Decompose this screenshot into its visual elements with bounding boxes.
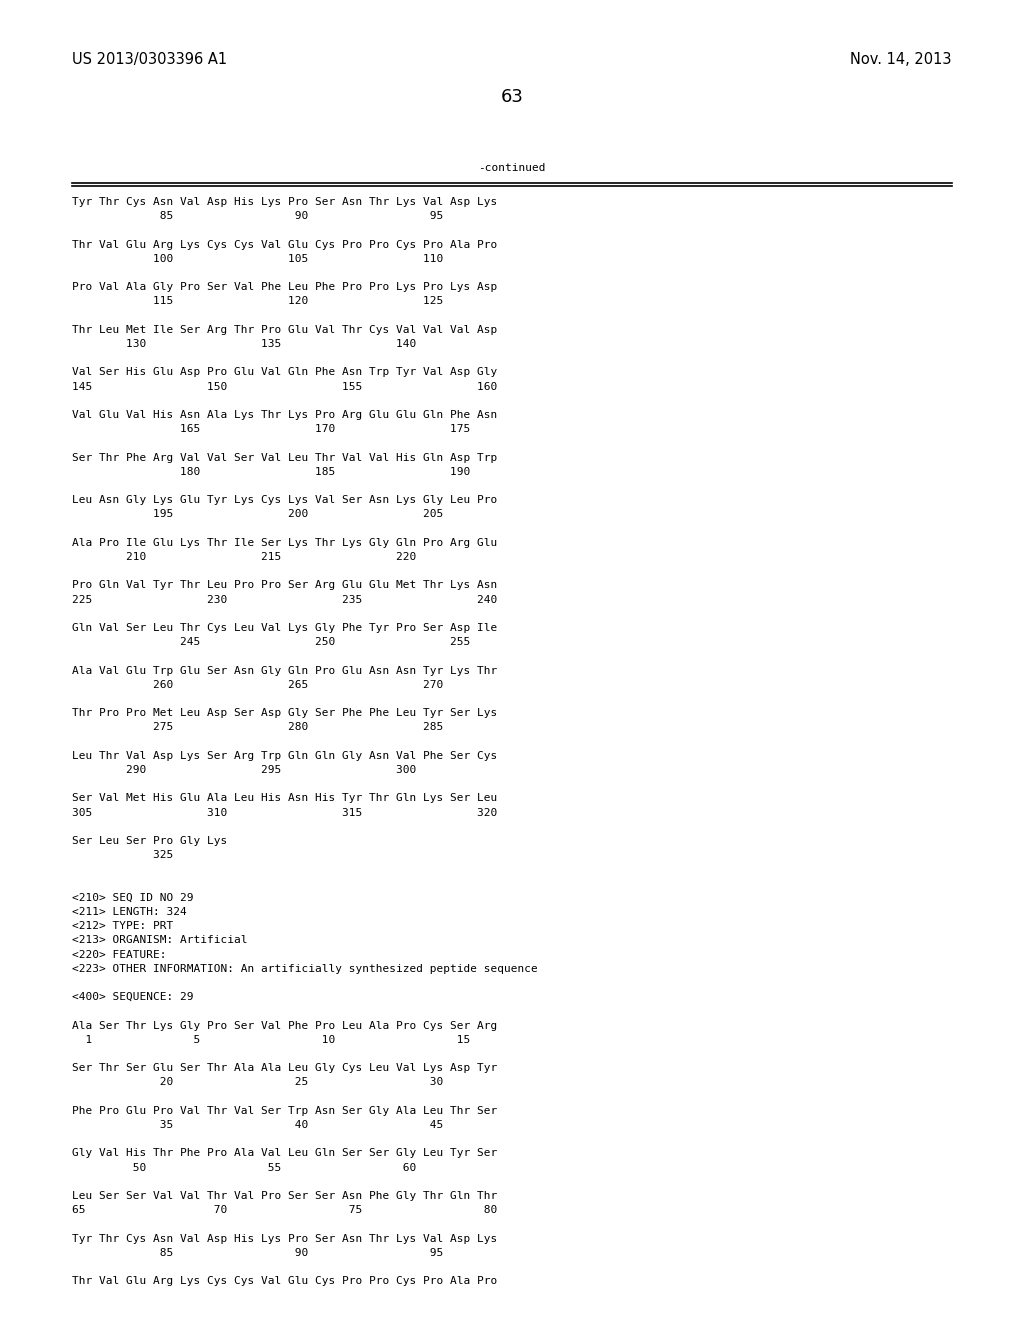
Text: -continued: -continued — [478, 162, 546, 173]
Text: <213> ORGANISM: Artificial: <213> ORGANISM: Artificial — [72, 936, 248, 945]
Text: Ser Leu Ser Pro Gly Lys: Ser Leu Ser Pro Gly Lys — [72, 836, 227, 846]
Text: <223> OTHER INFORMATION: An artificially synthesized peptide sequence: <223> OTHER INFORMATION: An artificially… — [72, 964, 538, 974]
Text: 245                 250                 255: 245 250 255 — [72, 638, 470, 647]
Text: Gly Val His Thr Phe Pro Ala Val Leu Gln Ser Ser Gly Leu Tyr Ser: Gly Val His Thr Phe Pro Ala Val Leu Gln … — [72, 1148, 498, 1159]
Text: 1               5                  10                  15: 1 5 10 15 — [72, 1035, 470, 1045]
Text: 130                 135                 140: 130 135 140 — [72, 339, 416, 348]
Text: Ala Val Glu Trp Glu Ser Asn Gly Gln Pro Glu Asn Asn Tyr Lys Thr: Ala Val Glu Trp Glu Ser Asn Gly Gln Pro … — [72, 665, 498, 676]
Text: 65                   70                  75                  80: 65 70 75 80 — [72, 1205, 498, 1216]
Text: 85                  90                  95: 85 90 95 — [72, 211, 443, 222]
Text: Val Glu Val His Asn Ala Lys Thr Lys Pro Arg Glu Glu Gln Phe Asn: Val Glu Val His Asn Ala Lys Thr Lys Pro … — [72, 411, 498, 420]
Text: Pro Val Ala Gly Pro Ser Val Phe Leu Phe Pro Pro Lys Pro Lys Asp: Pro Val Ala Gly Pro Ser Val Phe Leu Phe … — [72, 282, 498, 292]
Text: Pro Gln Val Tyr Thr Leu Pro Pro Ser Arg Glu Glu Met Thr Lys Asn: Pro Gln Val Tyr Thr Leu Pro Pro Ser Arg … — [72, 581, 498, 590]
Text: 35                  40                  45: 35 40 45 — [72, 1119, 443, 1130]
Text: <400> SEQUENCE: 29: <400> SEQUENCE: 29 — [72, 993, 194, 1002]
Text: Phe Pro Glu Pro Val Thr Val Ser Trp Asn Ser Gly Ala Leu Thr Ser: Phe Pro Glu Pro Val Thr Val Ser Trp Asn … — [72, 1106, 498, 1115]
Text: 225                 230                 235                 240: 225 230 235 240 — [72, 594, 498, 605]
Text: <212> TYPE: PRT: <212> TYPE: PRT — [72, 921, 173, 931]
Text: Tyr Thr Cys Asn Val Asp His Lys Pro Ser Asn Thr Lys Val Asp Lys: Tyr Thr Cys Asn Val Asp His Lys Pro Ser … — [72, 197, 498, 207]
Text: Nov. 14, 2013: Nov. 14, 2013 — [851, 51, 952, 67]
Text: <210> SEQ ID NO 29: <210> SEQ ID NO 29 — [72, 892, 194, 903]
Text: Leu Ser Ser Val Val Thr Val Pro Ser Ser Asn Phe Gly Thr Gln Thr: Leu Ser Ser Val Val Thr Val Pro Ser Ser … — [72, 1191, 498, 1201]
Text: 260                 265                 270: 260 265 270 — [72, 680, 443, 690]
Text: 275                 280                 285: 275 280 285 — [72, 722, 443, 733]
Text: 210                 215                 220: 210 215 220 — [72, 552, 416, 562]
Text: Ser Val Met His Glu Ala Leu His Asn His Tyr Thr Gln Lys Ser Leu: Ser Val Met His Glu Ala Leu His Asn His … — [72, 793, 498, 804]
Text: Ala Pro Ile Glu Lys Thr Ile Ser Lys Thr Lys Gly Gln Pro Arg Glu: Ala Pro Ile Glu Lys Thr Ile Ser Lys Thr … — [72, 537, 498, 548]
Text: Gln Val Ser Leu Thr Cys Leu Val Lys Gly Phe Tyr Pro Ser Asp Ile: Gln Val Ser Leu Thr Cys Leu Val Lys Gly … — [72, 623, 498, 634]
Text: <211> LENGTH: 324: <211> LENGTH: 324 — [72, 907, 186, 917]
Text: 115                 120                 125: 115 120 125 — [72, 297, 443, 306]
Text: 180                 185                 190: 180 185 190 — [72, 467, 470, 477]
Text: 100                 105                 110: 100 105 110 — [72, 253, 443, 264]
Text: 85                  90                  95: 85 90 95 — [72, 1247, 443, 1258]
Text: Val Ser His Glu Asp Pro Glu Val Gln Phe Asn Trp Tyr Val Asp Gly: Val Ser His Glu Asp Pro Glu Val Gln Phe … — [72, 367, 498, 378]
Text: Leu Asn Gly Lys Glu Tyr Lys Cys Lys Val Ser Asn Lys Gly Leu Pro: Leu Asn Gly Lys Glu Tyr Lys Cys Lys Val … — [72, 495, 498, 506]
Text: US 2013/0303396 A1: US 2013/0303396 A1 — [72, 51, 227, 67]
Text: Leu Thr Val Asp Lys Ser Arg Trp Gln Gln Gly Asn Val Phe Ser Cys: Leu Thr Val Asp Lys Ser Arg Trp Gln Gln … — [72, 751, 498, 760]
Text: 195                 200                 205: 195 200 205 — [72, 510, 443, 519]
Text: Thr Val Glu Arg Lys Cys Cys Val Glu Cys Pro Pro Cys Pro Ala Pro: Thr Val Glu Arg Lys Cys Cys Val Glu Cys … — [72, 240, 498, 249]
Text: 305                 310                 315                 320: 305 310 315 320 — [72, 808, 498, 817]
Text: 325: 325 — [72, 850, 173, 861]
Text: 20                  25                  30: 20 25 30 — [72, 1077, 443, 1088]
Text: 63: 63 — [501, 88, 523, 106]
Text: Ser Thr Phe Arg Val Val Ser Val Leu Thr Val Val His Gln Asp Trp: Ser Thr Phe Arg Val Val Ser Val Leu Thr … — [72, 453, 498, 462]
Text: 290                 295                 300: 290 295 300 — [72, 766, 416, 775]
Text: <220> FEATURE:: <220> FEATURE: — [72, 949, 167, 960]
Text: 165                 170                 175: 165 170 175 — [72, 424, 470, 434]
Text: Thr Leu Met Ile Ser Arg Thr Pro Glu Val Thr Cys Val Val Val Asp: Thr Leu Met Ile Ser Arg Thr Pro Glu Val … — [72, 325, 498, 335]
Text: Ala Ser Thr Lys Gly Pro Ser Val Phe Pro Leu Ala Pro Cys Ser Arg: Ala Ser Thr Lys Gly Pro Ser Val Phe Pro … — [72, 1020, 498, 1031]
Text: 50                  55                  60: 50 55 60 — [72, 1163, 416, 1172]
Text: Ser Thr Ser Glu Ser Thr Ala Ala Leu Gly Cys Leu Val Lys Asp Tyr: Ser Thr Ser Glu Ser Thr Ala Ala Leu Gly … — [72, 1063, 498, 1073]
Text: Thr Val Glu Arg Lys Cys Cys Val Glu Cys Pro Pro Cys Pro Ala Pro: Thr Val Glu Arg Lys Cys Cys Val Glu Cys … — [72, 1276, 498, 1286]
Text: Thr Pro Pro Met Leu Asp Ser Asp Gly Ser Phe Phe Leu Tyr Ser Lys: Thr Pro Pro Met Leu Asp Ser Asp Gly Ser … — [72, 709, 498, 718]
Text: Tyr Thr Cys Asn Val Asp His Lys Pro Ser Asn Thr Lys Val Asp Lys: Tyr Thr Cys Asn Val Asp His Lys Pro Ser … — [72, 1234, 498, 1243]
Text: 145                 150                 155                 160: 145 150 155 160 — [72, 381, 498, 392]
